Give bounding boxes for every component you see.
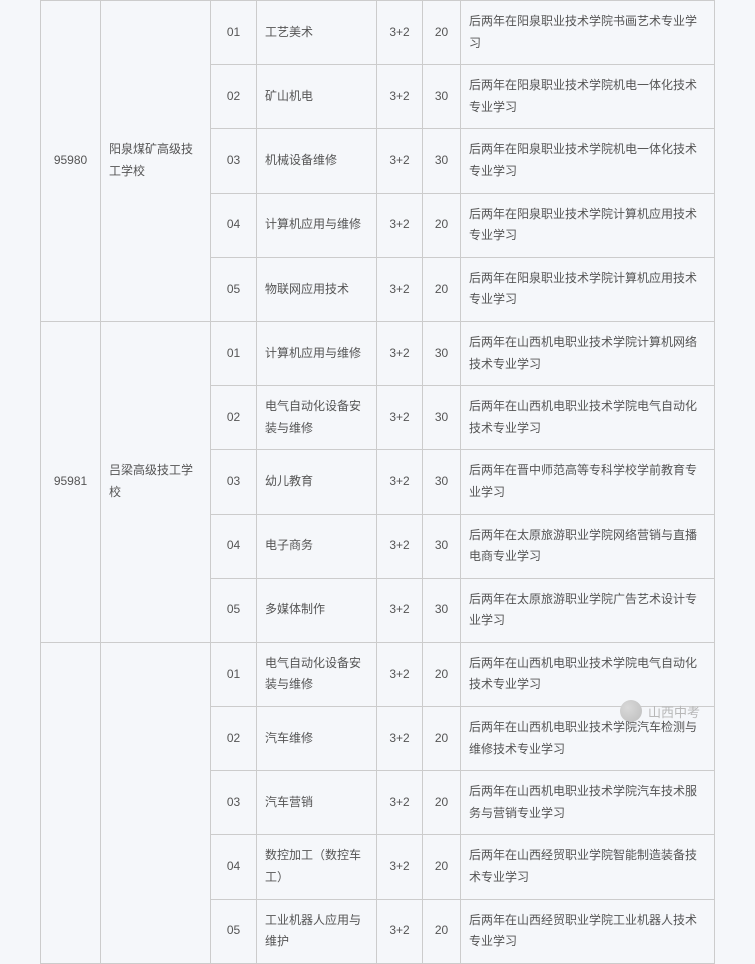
major-code-cell: 01 [211, 1, 257, 65]
major-code-cell: 04 [211, 193, 257, 257]
major-name-cell: 计算机应用与维修 [257, 321, 377, 385]
duration-cell: 3+2 [377, 1, 423, 65]
remark-cell: 后两年在阳泉职业技术学院机电一体化技术专业学习 [461, 129, 715, 193]
quota-cell: 30 [423, 578, 461, 642]
duration-cell: 3+2 [377, 386, 423, 450]
duration-cell: 3+2 [377, 771, 423, 835]
major-code-cell: 03 [211, 129, 257, 193]
remark-cell: 后两年在山西机电职业技术学院电气自动化技术专业学习 [461, 386, 715, 450]
remark-cell: 后两年在山西机电职业技术学院汽车技术服务与营销专业学习 [461, 771, 715, 835]
page-container: 95980阳泉煤矿高级技工学校01工艺美术3+220后两年在阳泉职业技术学院书画… [0, 0, 755, 964]
major-name-cell: 汽车营销 [257, 771, 377, 835]
major-name-cell: 电子商务 [257, 514, 377, 578]
quota-cell: 30 [423, 514, 461, 578]
major-code-cell: 01 [211, 642, 257, 706]
table-row: 01电气自动化设备安装与维修3+220后两年在山西机电职业技术学院电气自动化技术… [41, 642, 715, 706]
major-name-cell: 汽车维修 [257, 707, 377, 771]
major-code-cell: 02 [211, 65, 257, 129]
quota-cell: 20 [423, 1, 461, 65]
duration-cell: 3+2 [377, 514, 423, 578]
major-name-cell: 多媒体制作 [257, 578, 377, 642]
major-code-cell: 05 [211, 257, 257, 321]
school-code-cell: 95981 [41, 321, 101, 642]
remark-cell: 后两年在山西经贸职业学院智能制造装备技术专业学习 [461, 835, 715, 899]
major-code-cell: 05 [211, 899, 257, 963]
school-code-cell: 95980 [41, 1, 101, 322]
major-name-cell: 工业机器人应用与维护 [257, 899, 377, 963]
duration-cell: 3+2 [377, 642, 423, 706]
major-name-cell: 物联网应用技术 [257, 257, 377, 321]
major-name-cell: 电气自动化设备安装与维修 [257, 386, 377, 450]
major-code-cell: 03 [211, 771, 257, 835]
quota-cell: 30 [423, 386, 461, 450]
school-name-cell [101, 642, 211, 963]
quota-cell: 20 [423, 193, 461, 257]
quota-cell: 20 [423, 771, 461, 835]
major-name-cell: 机械设备维修 [257, 129, 377, 193]
quota-cell: 20 [423, 707, 461, 771]
major-code-cell: 05 [211, 578, 257, 642]
duration-cell: 3+2 [377, 193, 423, 257]
duration-cell: 3+2 [377, 578, 423, 642]
remark-cell: 后两年在山西机电职业技术学院计算机网络技术专业学习 [461, 321, 715, 385]
major-code-cell: 02 [211, 707, 257, 771]
admissions-table: 95980阳泉煤矿高级技工学校01工艺美术3+220后两年在阳泉职业技术学院书画… [40, 0, 715, 964]
duration-cell: 3+2 [377, 899, 423, 963]
remark-cell: 后两年在晋中师范高等专科学校学前教育专业学习 [461, 450, 715, 514]
major-name-cell: 数控加工（数控车工） [257, 835, 377, 899]
major-code-cell: 02 [211, 386, 257, 450]
school-name-cell: 吕梁高级技工学校 [101, 321, 211, 642]
major-code-cell: 04 [211, 514, 257, 578]
quota-cell: 30 [423, 129, 461, 193]
quota-cell: 20 [423, 835, 461, 899]
duration-cell: 3+2 [377, 321, 423, 385]
quota-cell: 30 [423, 450, 461, 514]
table-row: 95981吕梁高级技工学校01计算机应用与维修3+230后两年在山西机电职业技术… [41, 321, 715, 385]
table-row: 95980阳泉煤矿高级技工学校01工艺美术3+220后两年在阳泉职业技术学院书画… [41, 1, 715, 65]
major-name-cell: 工艺美术 [257, 1, 377, 65]
quota-cell: 20 [423, 257, 461, 321]
school-name-cell: 阳泉煤矿高级技工学校 [101, 1, 211, 322]
remark-cell: 后两年在山西机电职业技术学院电气自动化技术专业学习 [461, 642, 715, 706]
quota-cell: 20 [423, 642, 461, 706]
remark-cell: 后两年在阳泉职业技术学院计算机应用技术专业学习 [461, 193, 715, 257]
major-code-cell: 03 [211, 450, 257, 514]
remark-cell: 后两年在阳泉职业技术学院计算机应用技术专业学习 [461, 257, 715, 321]
remark-cell: 后两年在太原旅游职业学院网络营销与直播电商专业学习 [461, 514, 715, 578]
major-name-cell: 矿山机电 [257, 65, 377, 129]
major-code-cell: 04 [211, 835, 257, 899]
major-name-cell: 计算机应用与维修 [257, 193, 377, 257]
duration-cell: 3+2 [377, 257, 423, 321]
duration-cell: 3+2 [377, 129, 423, 193]
remark-cell: 后两年在阳泉职业技术学院机电一体化技术专业学习 [461, 65, 715, 129]
quota-cell: 30 [423, 65, 461, 129]
duration-cell: 3+2 [377, 835, 423, 899]
quota-cell: 20 [423, 899, 461, 963]
school-code-cell [41, 642, 101, 963]
major-name-cell: 幼儿教育 [257, 450, 377, 514]
remark-cell: 后两年在阳泉职业技术学院书画艺术专业学习 [461, 1, 715, 65]
major-name-cell: 电气自动化设备安装与维修 [257, 642, 377, 706]
quota-cell: 30 [423, 321, 461, 385]
duration-cell: 3+2 [377, 450, 423, 514]
duration-cell: 3+2 [377, 65, 423, 129]
remark-cell: 后两年在山西经贸职业学院工业机器人技术专业学习 [461, 899, 715, 963]
remark-cell: 后两年在山西机电职业技术学院汽车检测与维修技术专业学习 [461, 707, 715, 771]
duration-cell: 3+2 [377, 707, 423, 771]
remark-cell: 后两年在太原旅游职业学院广告艺术设计专业学习 [461, 578, 715, 642]
major-code-cell: 01 [211, 321, 257, 385]
